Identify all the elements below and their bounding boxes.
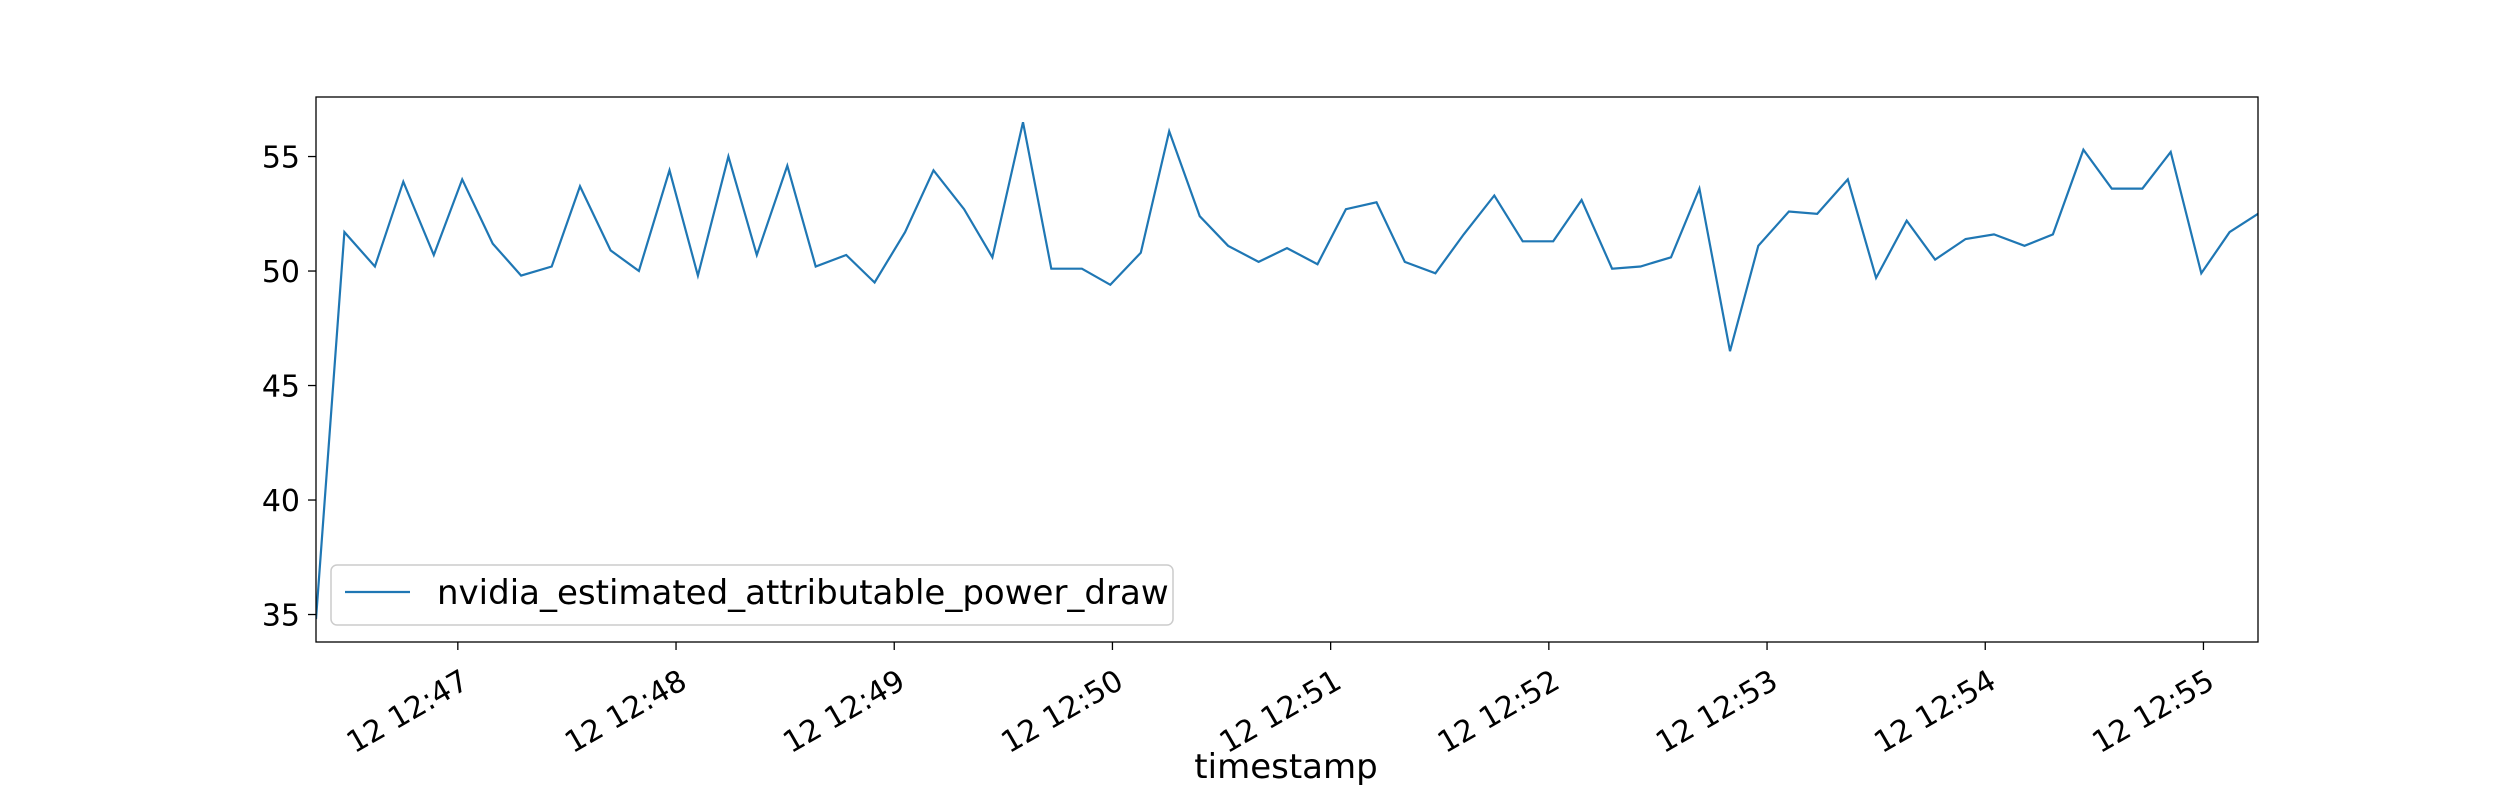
y-tick-label: 35 [262, 599, 300, 634]
x-tick-label: 12 12:52 [1432, 663, 1566, 760]
series-line-power-draw [316, 121, 2258, 620]
x-tick-label: 12 12:49 [777, 663, 911, 760]
x-tick-label: 12 12:47 [341, 663, 475, 760]
y-tick-label: 50 [262, 255, 300, 290]
x-tick-label: 12 12:48 [559, 663, 693, 760]
legend-label: nvidia_estimated_attributable_power_draw [437, 573, 1169, 613]
legend-box [330, 564, 1174, 626]
y-axis: 35 40 45 50 55 [262, 141, 316, 634]
y-tick-label: 55 [262, 141, 300, 176]
x-axis-title: timestamp [1194, 747, 1377, 787]
x-tick-label: 12 12:55 [2087, 663, 2221, 760]
legend: nvidia_estimated_attributable_power_draw [330, 564, 1174, 626]
x-tick-label: 12 12:50 [996, 663, 1130, 760]
y-tick-label: 45 [262, 370, 300, 405]
x-tick-label: 12 12:54 [1868, 663, 2002, 760]
y-tick-label: 40 [262, 484, 300, 519]
x-axis: 12 12:47 12 12:48 12 12:49 12 12:50 12 12:51… [341, 642, 2220, 761]
x-tick-label: 12 12:53 [1650, 663, 1784, 760]
plot-frame [315, 96, 2259, 643]
